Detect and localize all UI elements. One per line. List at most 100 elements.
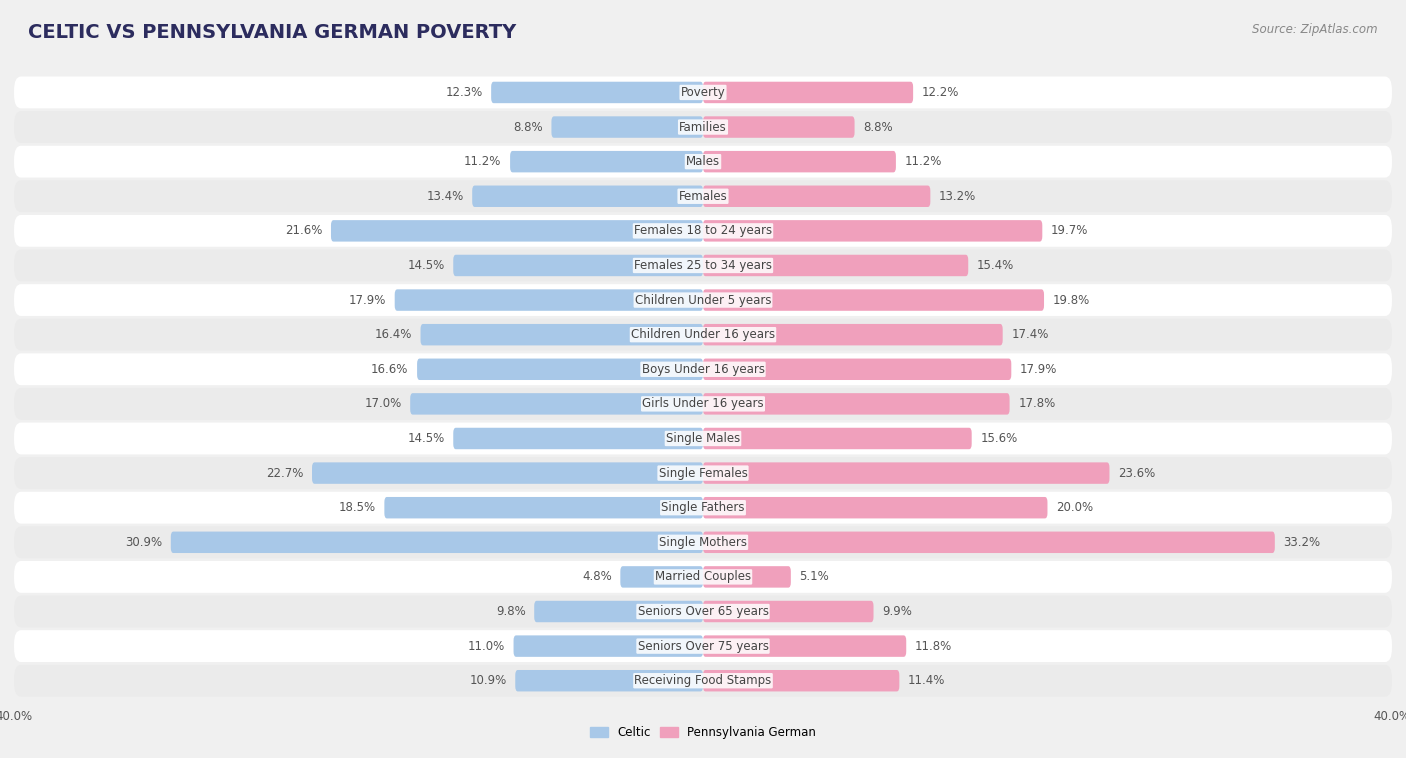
Text: 13.2%: 13.2% <box>939 190 976 202</box>
Text: 14.5%: 14.5% <box>408 432 444 445</box>
Text: CELTIC VS PENNSYLVANIA GERMAN POVERTY: CELTIC VS PENNSYLVANIA GERMAN POVERTY <box>28 23 516 42</box>
Text: 23.6%: 23.6% <box>1118 467 1156 480</box>
Text: Married Couples: Married Couples <box>655 571 751 584</box>
FancyBboxPatch shape <box>14 249 1392 281</box>
Text: Single Males: Single Males <box>666 432 740 445</box>
FancyBboxPatch shape <box>703 635 907 657</box>
Text: 9.9%: 9.9% <box>882 605 912 618</box>
Text: Females 18 to 24 years: Females 18 to 24 years <box>634 224 772 237</box>
FancyBboxPatch shape <box>703 670 900 691</box>
FancyBboxPatch shape <box>703 324 1002 346</box>
Text: Seniors Over 75 years: Seniors Over 75 years <box>637 640 769 653</box>
FancyBboxPatch shape <box>395 290 703 311</box>
Text: Families: Families <box>679 121 727 133</box>
Text: 11.8%: 11.8% <box>915 640 952 653</box>
FancyBboxPatch shape <box>14 630 1392 662</box>
Text: Source: ZipAtlas.com: Source: ZipAtlas.com <box>1253 23 1378 36</box>
FancyBboxPatch shape <box>14 388 1392 420</box>
Text: 12.2%: 12.2% <box>922 86 959 99</box>
Text: Single Mothers: Single Mothers <box>659 536 747 549</box>
Text: 17.8%: 17.8% <box>1018 397 1056 410</box>
FancyBboxPatch shape <box>703 601 873 622</box>
Text: Single Fathers: Single Fathers <box>661 501 745 514</box>
FancyBboxPatch shape <box>491 82 703 103</box>
FancyBboxPatch shape <box>703 220 1042 242</box>
Text: 12.3%: 12.3% <box>446 86 482 99</box>
FancyBboxPatch shape <box>534 601 703 622</box>
Text: 11.2%: 11.2% <box>464 155 502 168</box>
Text: 19.8%: 19.8% <box>1053 293 1090 306</box>
FancyBboxPatch shape <box>14 596 1392 628</box>
FancyBboxPatch shape <box>411 393 703 415</box>
Text: 16.4%: 16.4% <box>374 328 412 341</box>
FancyBboxPatch shape <box>14 215 1392 247</box>
FancyBboxPatch shape <box>453 428 703 449</box>
FancyBboxPatch shape <box>170 531 703 553</box>
FancyBboxPatch shape <box>14 180 1392 212</box>
FancyBboxPatch shape <box>703 290 1045 311</box>
FancyBboxPatch shape <box>703 255 969 276</box>
FancyBboxPatch shape <box>453 255 703 276</box>
Text: Poverty: Poverty <box>681 86 725 99</box>
FancyBboxPatch shape <box>703 566 790 587</box>
FancyBboxPatch shape <box>14 319 1392 351</box>
Text: 17.9%: 17.9% <box>349 293 387 306</box>
Text: 16.6%: 16.6% <box>371 363 409 376</box>
Text: 21.6%: 21.6% <box>285 224 322 237</box>
FancyBboxPatch shape <box>418 359 703 380</box>
Legend: Celtic, Pennsylvania German: Celtic, Pennsylvania German <box>585 721 821 744</box>
Text: 8.8%: 8.8% <box>863 121 893 133</box>
Text: Males: Males <box>686 155 720 168</box>
FancyBboxPatch shape <box>14 665 1392 697</box>
FancyBboxPatch shape <box>14 284 1392 316</box>
Text: Females 25 to 34 years: Females 25 to 34 years <box>634 259 772 272</box>
Text: 10.9%: 10.9% <box>470 674 506 688</box>
FancyBboxPatch shape <box>312 462 703 484</box>
Text: 18.5%: 18.5% <box>339 501 375 514</box>
FancyBboxPatch shape <box>14 492 1392 524</box>
FancyBboxPatch shape <box>620 566 703 587</box>
FancyBboxPatch shape <box>384 497 703 518</box>
FancyBboxPatch shape <box>14 353 1392 385</box>
FancyBboxPatch shape <box>14 457 1392 489</box>
Text: 9.8%: 9.8% <box>496 605 526 618</box>
FancyBboxPatch shape <box>703 497 1047 518</box>
Text: 19.7%: 19.7% <box>1050 224 1088 237</box>
Text: 33.2%: 33.2% <box>1284 536 1320 549</box>
FancyBboxPatch shape <box>513 635 703 657</box>
FancyBboxPatch shape <box>420 324 703 346</box>
Text: 17.4%: 17.4% <box>1011 328 1049 341</box>
FancyBboxPatch shape <box>703 462 1109 484</box>
Text: 11.2%: 11.2% <box>904 155 942 168</box>
Text: 11.4%: 11.4% <box>908 674 945 688</box>
Text: 11.0%: 11.0% <box>468 640 505 653</box>
FancyBboxPatch shape <box>703 186 931 207</box>
Text: 15.4%: 15.4% <box>977 259 1014 272</box>
Text: Single Females: Single Females <box>658 467 748 480</box>
Text: 17.9%: 17.9% <box>1019 363 1057 376</box>
FancyBboxPatch shape <box>703 393 1010 415</box>
Text: Boys Under 16 years: Boys Under 16 years <box>641 363 765 376</box>
Text: 22.7%: 22.7% <box>266 467 304 480</box>
FancyBboxPatch shape <box>703 531 1275 553</box>
FancyBboxPatch shape <box>330 220 703 242</box>
Text: Children Under 16 years: Children Under 16 years <box>631 328 775 341</box>
FancyBboxPatch shape <box>703 151 896 172</box>
Text: 13.4%: 13.4% <box>426 190 464 202</box>
FancyBboxPatch shape <box>14 111 1392 143</box>
FancyBboxPatch shape <box>14 146 1392 177</box>
FancyBboxPatch shape <box>472 186 703 207</box>
Text: 5.1%: 5.1% <box>800 571 830 584</box>
FancyBboxPatch shape <box>703 359 1011 380</box>
Text: 20.0%: 20.0% <box>1056 501 1094 514</box>
FancyBboxPatch shape <box>14 561 1392 593</box>
Text: Children Under 5 years: Children Under 5 years <box>634 293 772 306</box>
Text: 4.8%: 4.8% <box>582 571 612 584</box>
FancyBboxPatch shape <box>14 422 1392 454</box>
Text: Females: Females <box>679 190 727 202</box>
FancyBboxPatch shape <box>510 151 703 172</box>
FancyBboxPatch shape <box>703 428 972 449</box>
Text: 15.6%: 15.6% <box>980 432 1018 445</box>
Text: 14.5%: 14.5% <box>408 259 444 272</box>
Text: Girls Under 16 years: Girls Under 16 years <box>643 397 763 410</box>
